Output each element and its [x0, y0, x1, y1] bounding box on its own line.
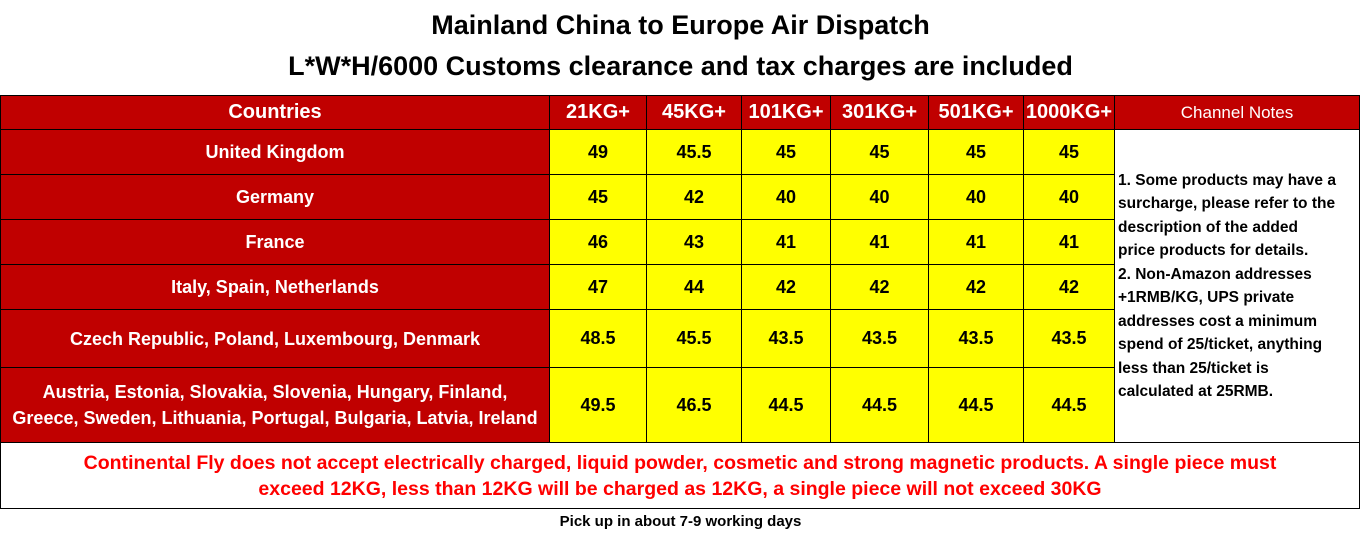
rate-cell: 46: [549, 219, 647, 265]
column-header-weight: 501KG+: [928, 95, 1024, 130]
country-cell: United Kingdom: [0, 129, 550, 175]
notes-line: addresses cost a minimum: [1118, 312, 1317, 330]
rate-cell: 45: [741, 129, 831, 175]
rate-cell: 45: [830, 129, 929, 175]
notes-line: calculated at 25RMB.: [1118, 383, 1274, 400]
rate-cell: 45.5: [646, 129, 742, 175]
column-header-weight: 21KG+: [549, 95, 647, 130]
rate-cell: 44.5: [741, 367, 831, 443]
rate-cell: 40: [830, 174, 929, 220]
rate-cell: 41: [928, 219, 1024, 265]
rate-cell: 48.5: [549, 309, 647, 368]
rate-cell: 45.5: [646, 309, 742, 368]
table-row: France 46 43 41 41 41 41: [0, 219, 1360, 265]
rate-cell: 42: [741, 264, 831, 310]
warning-line: exceed 12KG, less than 12KG will be char…: [258, 477, 1102, 500]
table-row: Germany 45 42 40 40 40 40: [0, 174, 1360, 220]
country-cell: Austria, Estonia, Slovakia, Slovenia, Hu…: [0, 367, 550, 443]
rate-cell: 42: [646, 174, 742, 220]
rate-cell: 40: [1023, 174, 1115, 220]
rate-cell: 41: [830, 219, 929, 265]
channel-notes: 1. Some products may have a surcharge, p…: [1114, 129, 1360, 443]
rate-cell: 45: [928, 129, 1024, 175]
column-header-weight: 301KG+: [830, 95, 929, 130]
rate-cell: 40: [928, 174, 1024, 220]
country-cell: Czech Republic, Poland, Luxembourg, Denm…: [0, 309, 550, 368]
country-cell: France: [0, 219, 550, 265]
warning-line: Continental Fly does not accept electric…: [83, 451, 1277, 474]
rate-cell: 43.5: [830, 309, 929, 368]
page-title: Mainland China to Europe Air Dispatch: [431, 10, 930, 40]
column-header-weight: 1000KG+: [1023, 95, 1115, 130]
table-row: Austria, Estonia, Slovakia, Slovenia, Hu…: [0, 367, 1360, 443]
pickup-note: Pick up in about 7-9 working days: [559, 513, 802, 530]
rate-table: Countries 21KG+ 45KG+ 101KG+ 301KG+ 501K…: [0, 95, 1360, 509]
rate-cell: 41: [741, 219, 831, 265]
rate-cell: 44.5: [1023, 367, 1115, 443]
rate-cell: 40: [741, 174, 831, 220]
notes-line: 1. Some products may have a: [1118, 171, 1336, 189]
notes-line: +1RMB/KG, UPS private: [1118, 289, 1295, 306]
notes-line: price products for details.: [1118, 242, 1309, 259]
notes-line: surcharge, please refer to the: [1118, 195, 1336, 212]
notes-line: 2. Non-Amazon addresses: [1118, 265, 1312, 283]
rate-cell: 44.5: [928, 367, 1024, 443]
column-header-weight: 45KG+: [646, 95, 742, 130]
column-header-countries: Countries: [0, 95, 550, 130]
rate-cell: 44.5: [830, 367, 929, 443]
table-row: United Kingdom 49 45.5 45 45 45 45 1. So…: [0, 129, 1360, 443]
country-cell: Italy, Spain, Netherlands: [0, 264, 550, 310]
rate-cell: 42: [928, 264, 1024, 310]
table-row: Italy, Spain, Netherlands 47 44 42 42 42…: [0, 264, 1360, 310]
notes-line: spend of 25/ticket, anything: [1118, 336, 1323, 353]
table-row: Czech Republic, Poland, Luxembourg, Denm…: [0, 309, 1360, 368]
rate-cell: 46.5: [646, 367, 742, 443]
rate-cell: 44: [646, 264, 742, 310]
rate-cell: 43.5: [1023, 309, 1115, 368]
rate-cell: 47: [549, 264, 647, 310]
rate-cell: 49: [549, 129, 647, 175]
warning-row: Continental Fly does not accept electric…: [0, 442, 1360, 509]
warning-notice: Continental Fly does not accept electric…: [0, 442, 1360, 509]
country-cell: Germany: [0, 174, 550, 220]
page-subtitle: L*W*H/6000 Customs clearance and tax cha…: [288, 51, 1073, 81]
rate-cell: 43.5: [741, 309, 831, 368]
rate-cell: 43: [646, 219, 742, 265]
rate-cell: 41: [1023, 219, 1115, 265]
rate-cell: 45: [1023, 129, 1115, 175]
rate-cell: 45: [549, 174, 647, 220]
column-header-weight: 101KG+: [741, 95, 831, 130]
column-header-notes: Channel Notes: [1114, 95, 1360, 130]
country-line: Austria, Estonia, Slovakia, Slovenia, Hu…: [42, 382, 508, 402]
notes-line: description of the added: [1118, 218, 1298, 236]
rate-cell: 43.5: [928, 309, 1024, 368]
country-line: Greece, Sweden, Lithuania, Portugal, Bul…: [12, 408, 538, 428]
notes-line: less than 25/ticket is: [1118, 359, 1269, 377]
rate-cell: 49.5: [549, 367, 647, 443]
rate-cell: 42: [830, 264, 929, 310]
table-header-row: Countries 21KG+ 45KG+ 101KG+ 301KG+ 501K…: [0, 95, 1360, 130]
rate-cell: 42: [1023, 264, 1115, 310]
